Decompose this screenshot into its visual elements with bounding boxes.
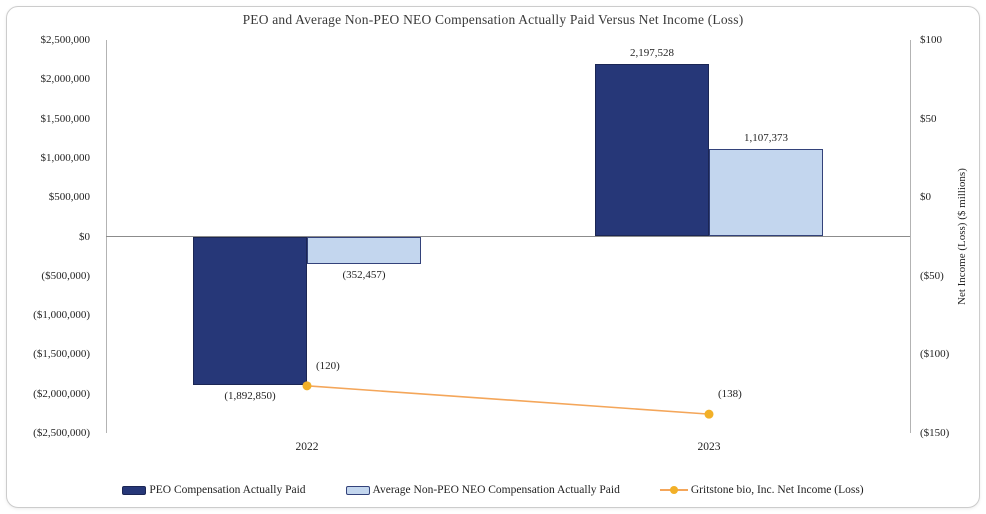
x-axis-label-2022: 2022 bbox=[295, 441, 319, 453]
bar-value-label: (352,457) bbox=[342, 269, 386, 282]
left-axis-tick-label: ($500,000) bbox=[41, 269, 90, 282]
bar-nonpeo-2022 bbox=[307, 236, 421, 265]
legend: PEO Compensation Actually Paid Average N… bbox=[0, 484, 986, 496]
left-axis-tick-label: ($1,000,000) bbox=[33, 309, 90, 322]
bar-value-label: 2,197,528 bbox=[630, 46, 674, 59]
zero-axis-line bbox=[106, 236, 910, 237]
chart-title: PEO and Average Non-PEO NEO Compensation… bbox=[242, 12, 744, 27]
net-income-point-2022 bbox=[302, 381, 312, 391]
right-axis-tick-label: $0 bbox=[920, 191, 931, 204]
net-income-line bbox=[306, 385, 710, 415]
netincome-line-swatch-icon bbox=[659, 485, 688, 495]
left-axis-tick-label: $1,000,000 bbox=[40, 151, 91, 164]
right-axis-tick-label: ($150) bbox=[920, 427, 950, 439]
left-axis-tick-label: ($2,000,000) bbox=[33, 387, 90, 400]
line-value-label: (120) bbox=[316, 359, 340, 372]
legend-item-nonpeo: Average Non-PEO NEO Compensation Actuall… bbox=[345, 484, 620, 496]
x-axis-label-2023: 2023 bbox=[697, 441, 721, 453]
line-value-label: (138) bbox=[718, 388, 742, 401]
legend-label-netincome: Gritstone bio, Inc. Net Income (Loss) bbox=[690, 484, 864, 496]
bar-peo-2023 bbox=[595, 63, 709, 237]
right-axis-tick-label: $100 bbox=[920, 34, 942, 46]
right-axis-tick-label: ($100) bbox=[920, 348, 950, 361]
right-axis-title: Net Income (Loss) ($ millions) bbox=[956, 168, 968, 305]
legend-item-netincome: Gritstone bio, Inc. Net Income (Loss) bbox=[659, 484, 864, 496]
nonpeo-bar-swatch-icon bbox=[345, 485, 370, 495]
left-axis-tick-label: $0 bbox=[79, 230, 90, 243]
left-axis-tick-label: $1,500,000 bbox=[40, 112, 91, 125]
card-border bbox=[6, 6, 980, 508]
bar-peo-2022 bbox=[193, 236, 307, 386]
bar-value-label: 1,107,373 bbox=[744, 132, 788, 145]
peo-bar-swatch-icon bbox=[122, 485, 147, 495]
net-income-line-layer bbox=[302, 381, 714, 419]
legend-item-peo: PEO Compensation Actually Paid bbox=[122, 484, 306, 496]
right-axis-tick-label: ($50) bbox=[920, 269, 944, 282]
left-axis-tick-label: $500,000 bbox=[48, 191, 90, 204]
right-axis-tick-label: $50 bbox=[920, 112, 937, 125]
left-axis-tick-label: $2,500,000 bbox=[40, 34, 91, 46]
left-axis-tick-label: $2,000,000 bbox=[40, 73, 91, 86]
legend-label-peo: PEO Compensation Actually Paid bbox=[149, 484, 306, 496]
bar-nonpeo-2023 bbox=[709, 149, 823, 237]
legend-label-nonpeo: Average Non-PEO NEO Compensation Actuall… bbox=[372, 484, 620, 496]
left-axis-tick-label: ($1,500,000) bbox=[33, 348, 90, 361]
right-axis-line bbox=[910, 40, 911, 433]
left-axis-tick-label: ($2,500,000) bbox=[33, 427, 90, 439]
bar-value-label: (1,892,850) bbox=[224, 390, 276, 403]
net-income-point-2023 bbox=[704, 409, 714, 419]
